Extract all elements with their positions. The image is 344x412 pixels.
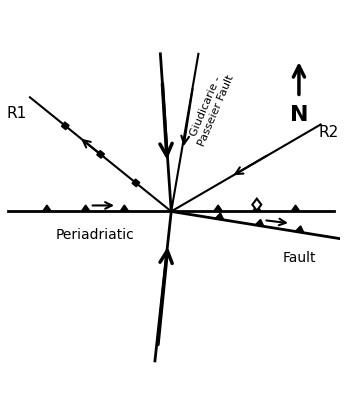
Polygon shape <box>132 179 140 187</box>
Polygon shape <box>252 199 261 211</box>
Text: Periadriatic: Periadriatic <box>56 228 135 242</box>
Text: Fault: Fault <box>282 251 316 265</box>
Polygon shape <box>62 122 69 130</box>
Polygon shape <box>252 205 261 211</box>
Polygon shape <box>97 150 105 158</box>
Text: R1: R1 <box>6 106 26 121</box>
Polygon shape <box>255 220 264 227</box>
Text: Giudicarie -
Passeier Fault: Giudicarie - Passeier Fault <box>186 69 236 147</box>
Polygon shape <box>215 213 224 220</box>
Polygon shape <box>81 205 90 211</box>
Polygon shape <box>291 205 300 211</box>
Polygon shape <box>214 205 223 211</box>
Text: R2: R2 <box>319 125 339 140</box>
Polygon shape <box>43 205 51 211</box>
Polygon shape <box>295 226 304 233</box>
Polygon shape <box>120 205 129 211</box>
Text: N: N <box>290 105 308 126</box>
